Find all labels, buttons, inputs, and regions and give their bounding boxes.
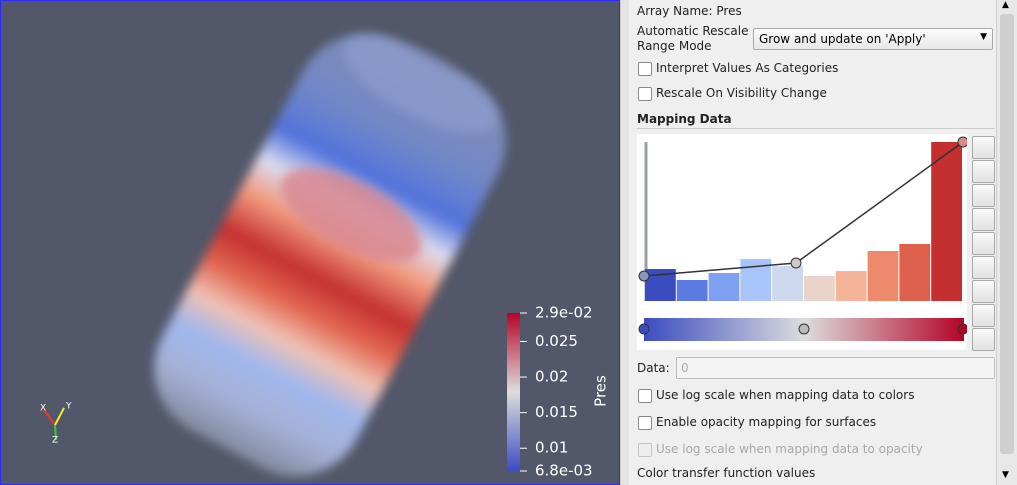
splitter[interactable]: [620, 0, 629, 485]
axis-x-label: X: [40, 404, 46, 414]
legend-tick-label: 0.025: [535, 332, 578, 350]
option-label: Rescale On Visibility Change: [656, 86, 827, 100]
histogram-bar: [931, 142, 962, 301]
histogram-bar: [708, 273, 740, 301]
tool-button[interactable]: [972, 304, 995, 327]
tool-button[interactable]: [972, 232, 995, 255]
tool-button[interactable]: [972, 136, 995, 159]
dropdown-value: Grow and update on 'Apply': [759, 32, 926, 46]
section-title: Mapping Data: [637, 112, 732, 126]
tool-button[interactable]: [972, 328, 995, 351]
data-placeholder: 0: [681, 361, 689, 375]
array-name: Array Name: Pres: [637, 4, 742, 18]
legend-title: Pres: [592, 375, 610, 407]
option-label: Interpret Values As Categories: [656, 61, 839, 75]
histogram-bar: [676, 280, 708, 301]
editor-background: [637, 134, 967, 350]
legend-tick-label: 0.02: [535, 368, 568, 386]
option-label: Use log scale when mapping data to opaci…: [656, 442, 923, 456]
control-point[interactable]: [790, 257, 802, 269]
data-label: Data:: [637, 361, 670, 375]
histogram-bar: [835, 271, 867, 301]
option-label: Use log scale when mapping data to color…: [656, 388, 915, 402]
scrollbar[interactable]: ▲ ▼: [996, 0, 1017, 485]
checkbox[interactable]: [638, 389, 652, 403]
histogram-bar: [867, 251, 899, 301]
color-point[interactable]: [638, 323, 650, 335]
axis-y-label: Y: [65, 402, 72, 412]
color-point[interactable]: [957, 323, 967, 335]
checkbox[interactable]: [638, 62, 652, 76]
tool-button[interactable]: [972, 208, 995, 231]
histogram-bar: [899, 244, 931, 301]
rescale-dropdown[interactable]: Grow and update on 'Apply' ▼: [753, 28, 993, 50]
tool-button[interactable]: [972, 184, 995, 207]
transfer-function-editor[interactable]: [637, 134, 967, 350]
legend-tick-label: 6.8e-03: [535, 462, 593, 480]
footer-label: Color transfer function values: [637, 466, 816, 480]
legend-tick-label: 2.9e-02: [535, 304, 593, 322]
rescale-label: Automatic Rescale Range Mode: [637, 24, 749, 53]
color-point[interactable]: [798, 323, 810, 335]
legend-tick-label: 0.015: [535, 403, 578, 421]
data-input[interactable]: 0: [676, 357, 995, 379]
render-view[interactable]: X Y Z Pres 2.9e-02 0.025 0.02 0.015 0.01 6.8e…: [0, 0, 620, 485]
axis-z-label: Z: [52, 436, 58, 446]
tool-button[interactable]: [972, 280, 995, 303]
cylinder: [154, 33, 506, 477]
color-legend-bar: [507, 313, 520, 471]
legend-tick-label: 0.01: [535, 439, 568, 457]
checkbox[interactable]: [638, 87, 652, 101]
histogram-bar: [804, 276, 835, 301]
histogram-bar: [772, 266, 803, 301]
orientation-axes: X Y Z: [40, 402, 72, 446]
separator: [637, 128, 995, 129]
checkbox: [638, 443, 652, 457]
option-label: Enable opacity mapping for surfaces: [656, 415, 877, 429]
control-point[interactable]: [957, 136, 967, 148]
tool-button[interactable]: [972, 160, 995, 183]
checkbox[interactable]: [638, 416, 652, 430]
control-point[interactable]: [638, 270, 650, 282]
tool-button[interactable]: [972, 256, 995, 279]
